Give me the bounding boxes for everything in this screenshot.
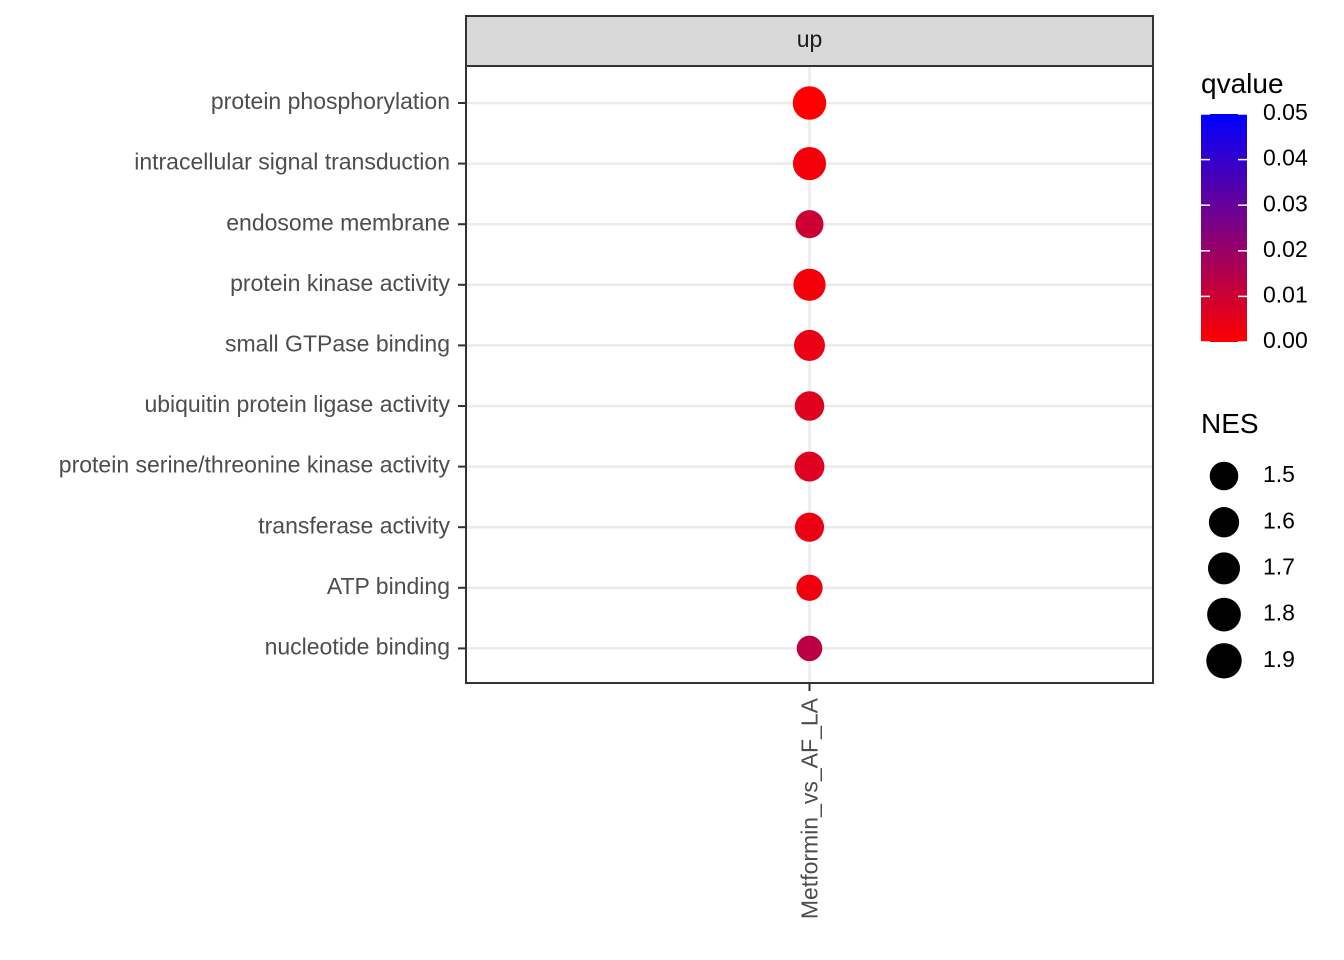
data-points <box>792 86 827 662</box>
size-legend-label: 1.6 <box>1263 507 1295 533</box>
data-point <box>794 512 825 542</box>
data-point <box>792 86 827 120</box>
size-legend-items: 1.5 1.6 1.7 1.8 1.9 <box>1206 461 1295 679</box>
size-legend-label: 1.7 <box>1263 553 1295 579</box>
color-legend-bar <box>1201 114 1247 342</box>
y-tick-label: endosome membrane <box>226 209 450 235</box>
axes: protein phosphorylation intracellular sig… <box>59 88 823 919</box>
color-legend-label: 0.01 <box>1263 281 1308 307</box>
size-legend-dot <box>1208 507 1240 538</box>
data-point <box>795 210 824 239</box>
size-legend-dot <box>1206 643 1242 679</box>
y-tick-label: small GTPase binding <box>225 330 450 356</box>
y-tick-label: ubiquitin protein ligase activity <box>144 391 450 417</box>
color-legend-label: 0.00 <box>1263 327 1308 353</box>
size-legend-label: 1.9 <box>1263 646 1295 672</box>
data-point <box>794 451 825 482</box>
y-tick-label: protein serine/threonine kinase activity <box>59 452 451 478</box>
y-tick-label: ATP binding <box>327 573 450 599</box>
facet-strip <box>465 15 1154 67</box>
size-legend-dot <box>1209 461 1239 491</box>
x-tick-label: Metformin_vs_AF_LA <box>797 697 823 919</box>
data-point <box>794 329 825 361</box>
y-tick-label: transferase activity <box>258 512 450 538</box>
color-legend-title: qvalue <box>1201 68 1284 99</box>
data-point <box>796 635 823 662</box>
color-legend-label: 0.04 <box>1263 145 1308 171</box>
color-legend-label: 0.03 <box>1263 190 1308 216</box>
y-tick-label: protein phosphorylation <box>211 88 450 114</box>
plot-panel-border <box>465 65 1154 684</box>
data-point <box>792 147 827 181</box>
y-tick-label: intracellular signal transduction <box>134 149 450 175</box>
y-tick-label: protein kinase activity <box>230 270 450 296</box>
size-legend-title: NES <box>1201 408 1259 439</box>
color-legend-label: 0.05 <box>1263 99 1308 125</box>
data-point <box>794 391 825 421</box>
size-legend-label: 1.8 <box>1263 600 1295 626</box>
y-tick-label: nucleotide binding <box>265 633 450 659</box>
data-point <box>793 268 826 301</box>
size-legend-dot <box>1207 597 1241 632</box>
size-legend-dot <box>1207 552 1241 585</box>
facet-strip-label: up <box>797 26 823 52</box>
data-point <box>796 574 823 601</box>
color-legend-label: 0.02 <box>1263 236 1308 262</box>
size-legend-label: 1.5 <box>1263 461 1295 487</box>
color-legend-ticks: 0.05 0.04 0.03 0.02 0.01 0.00 <box>1201 99 1308 353</box>
